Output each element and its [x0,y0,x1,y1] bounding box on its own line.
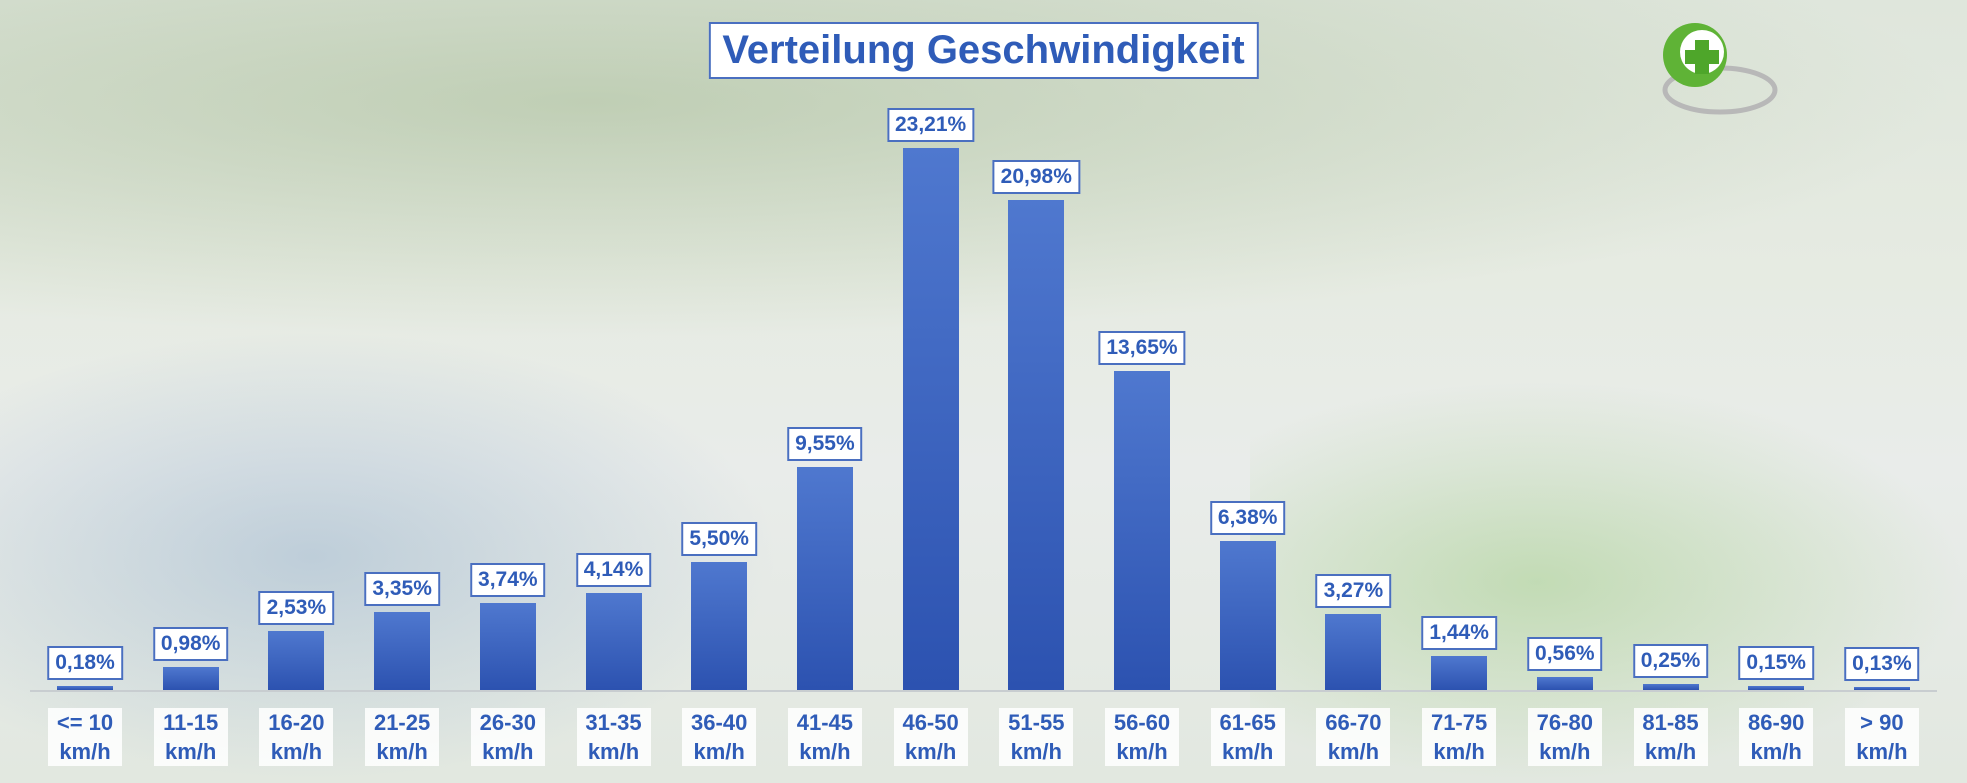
bar [163,667,219,690]
x-tick-label: 11-15 km/h [154,708,228,766]
bar [57,686,113,690]
chart-title: Verteilung Geschwindigkeit [708,22,1258,79]
bar [374,612,430,690]
x-tick-label: 36-40 km/h [682,708,756,766]
bar [1643,684,1699,690]
value-label: 0,25% [1633,644,1709,678]
logo [1640,10,1780,130]
value-label: 20,98% [993,160,1080,194]
x-tick-label: 86-90 km/h [1739,708,1813,766]
x-tick-label: 71-75 km/h [1422,708,1496,766]
baseline [30,690,1937,692]
bar [903,148,959,690]
value-label: 0,13% [1844,647,1920,681]
value-label: 4,14% [576,553,652,587]
value-label: 9,55% [787,427,863,461]
bar [480,603,536,690]
x-tick-label: 76-80 km/h [1528,708,1602,766]
x-tick-label: 41-45 km/h [788,708,862,766]
bar [691,562,747,690]
bar [1748,686,1804,690]
value-label: 0,56% [1527,637,1603,671]
x-tick-label: 21-25 km/h [365,708,439,766]
chart: Verteilung Geschwindigkeit 0,18% <= 10 km… [0,0,1967,783]
x-tick-label: 66-70 km/h [1316,708,1390,766]
x-tick-label: 51-55 km/h [999,708,1073,766]
x-tick-label: 31-35 km/h [577,708,651,766]
x-tick-label: 26-30 km/h [471,708,545,766]
x-tick-label: <= 10 km/h [48,708,122,766]
value-label: 0,15% [1738,646,1814,680]
value-label: 3,35% [364,572,440,606]
bar [1431,656,1487,690]
bar [797,467,853,690]
value-label: 3,27% [1316,574,1392,608]
x-tick-label: 16-20 km/h [259,708,333,766]
x-tick-label: 61-65 km/h [1211,708,1285,766]
value-label: 3,74% [470,563,546,597]
value-label: 1,44% [1421,616,1497,650]
value-label: 0,98% [153,627,229,661]
value-label: 5,50% [681,522,757,556]
value-label: 2,53% [259,591,335,625]
x-tick-label: 46-50 km/h [894,708,968,766]
bar [1854,687,1910,690]
x-tick-label: 56-60 km/h [1105,708,1179,766]
value-label: 0,18% [47,646,123,680]
bar [1114,371,1170,690]
bar [1325,614,1381,690]
x-tick-label: > 90 km/h [1845,708,1919,766]
bar [268,631,324,690]
bar [586,593,642,690]
value-label: 6,38% [1210,501,1286,535]
x-tick-label: 81-85 km/h [1634,708,1708,766]
value-label: 13,65% [1098,331,1185,365]
bar [1008,200,1064,690]
bar [1537,677,1593,690]
bar [1220,541,1276,690]
value-label: 23,21% [887,108,974,142]
